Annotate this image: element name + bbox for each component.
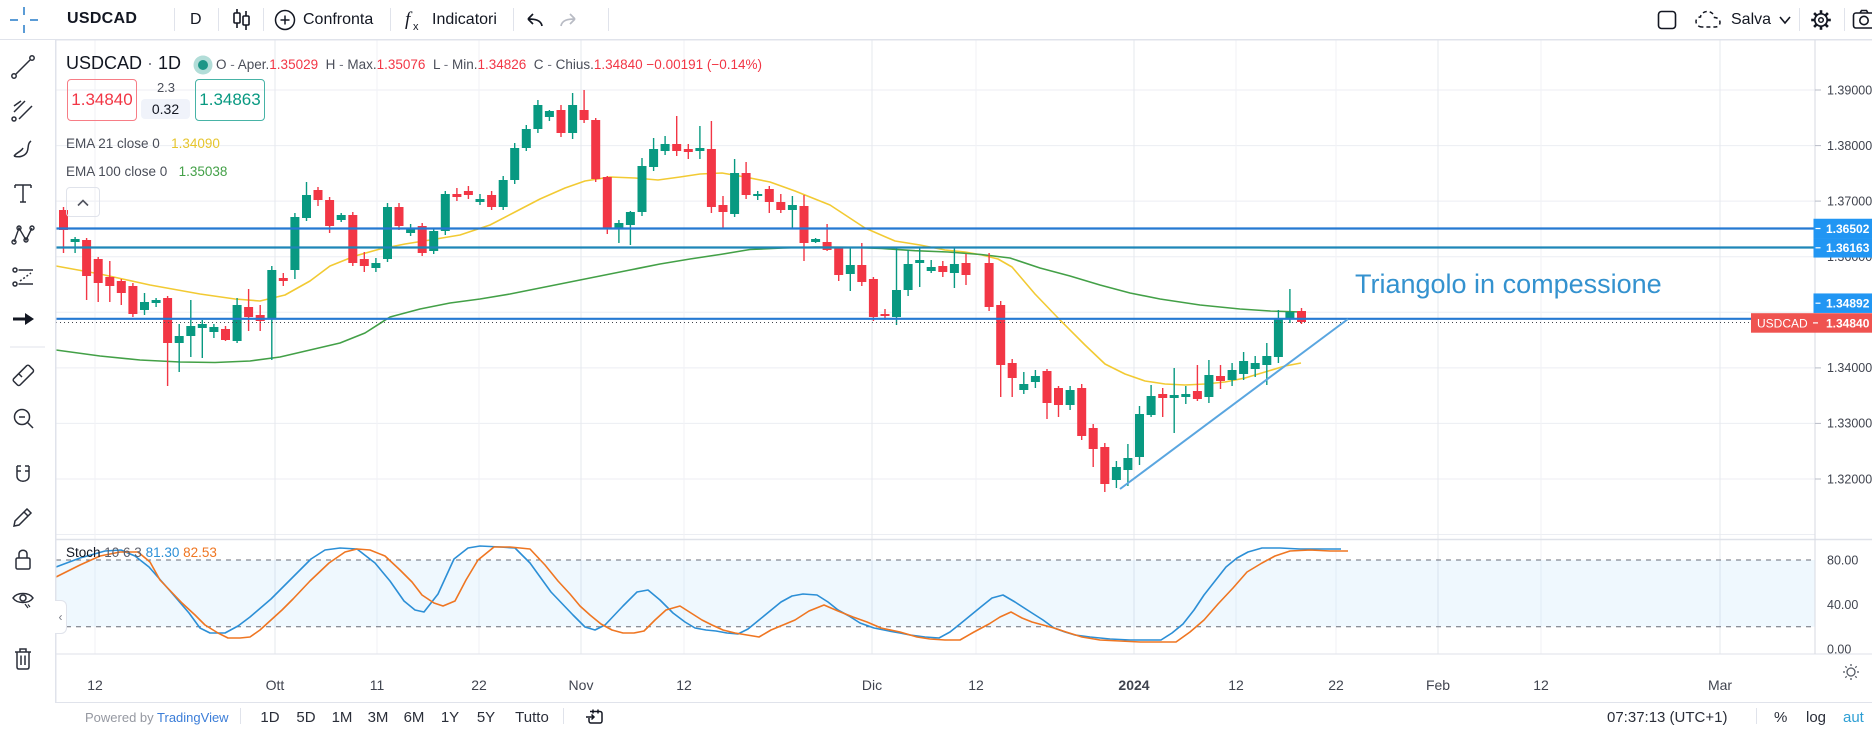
svg-text:Stoch 10 6 3 81.30 82.53: Stoch 10 6 3 81.30 82.53 bbox=[66, 545, 217, 560]
svg-text:0.00: 0.00 bbox=[1827, 642, 1851, 656]
svg-text:1.33000: 1.33000 bbox=[1827, 417, 1872, 431]
svg-text:x: x bbox=[413, 21, 419, 31]
svg-text:2024: 2024 bbox=[1118, 677, 1149, 693]
svg-text:1.38000: 1.38000 bbox=[1827, 139, 1872, 153]
svg-text:1.34000: 1.34000 bbox=[1827, 361, 1872, 375]
svg-text:f: f bbox=[405, 9, 413, 30]
svg-text:12: 12 bbox=[87, 677, 103, 693]
svg-text:80.00: 80.00 bbox=[1827, 553, 1858, 567]
svg-text:Ott: Ott bbox=[266, 677, 285, 693]
svg-text:12: 12 bbox=[1533, 677, 1549, 693]
svg-text:12: 12 bbox=[1228, 677, 1244, 693]
svg-text:1.37000: 1.37000 bbox=[1827, 194, 1872, 208]
svg-text:1.36502: 1.36502 bbox=[1826, 222, 1870, 236]
svg-text:USDCAD: USDCAD bbox=[1757, 316, 1808, 330]
svg-text:Dic: Dic bbox=[862, 677, 882, 693]
svg-text:Feb: Feb bbox=[1426, 677, 1450, 693]
svg-text:1.39000: 1.39000 bbox=[1827, 83, 1872, 97]
svg-text:40.00: 40.00 bbox=[1827, 598, 1858, 612]
svg-text:1.36163: 1.36163 bbox=[1826, 241, 1870, 255]
svg-text:1.32000: 1.32000 bbox=[1827, 472, 1872, 486]
svg-text:11: 11 bbox=[370, 677, 385, 693]
svg-text:1.34840: 1.34840 bbox=[1826, 316, 1870, 330]
svg-text:Triangolo in compessione: Triangolo in compessione bbox=[1355, 269, 1662, 299]
svg-text:22: 22 bbox=[1328, 677, 1344, 693]
svg-text:1.34892: 1.34892 bbox=[1826, 297, 1870, 311]
svg-text:22: 22 bbox=[471, 677, 487, 693]
svg-text:12: 12 bbox=[676, 677, 692, 693]
svg-text:Nov: Nov bbox=[569, 677, 594, 693]
svg-text:Mar: Mar bbox=[1708, 677, 1732, 693]
svg-text:12: 12 bbox=[968, 677, 984, 693]
